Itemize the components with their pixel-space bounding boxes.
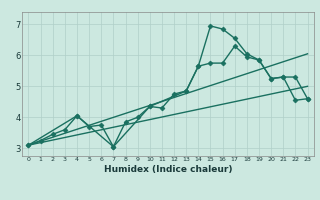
X-axis label: Humidex (Indice chaleur): Humidex (Indice chaleur) <box>104 165 232 174</box>
